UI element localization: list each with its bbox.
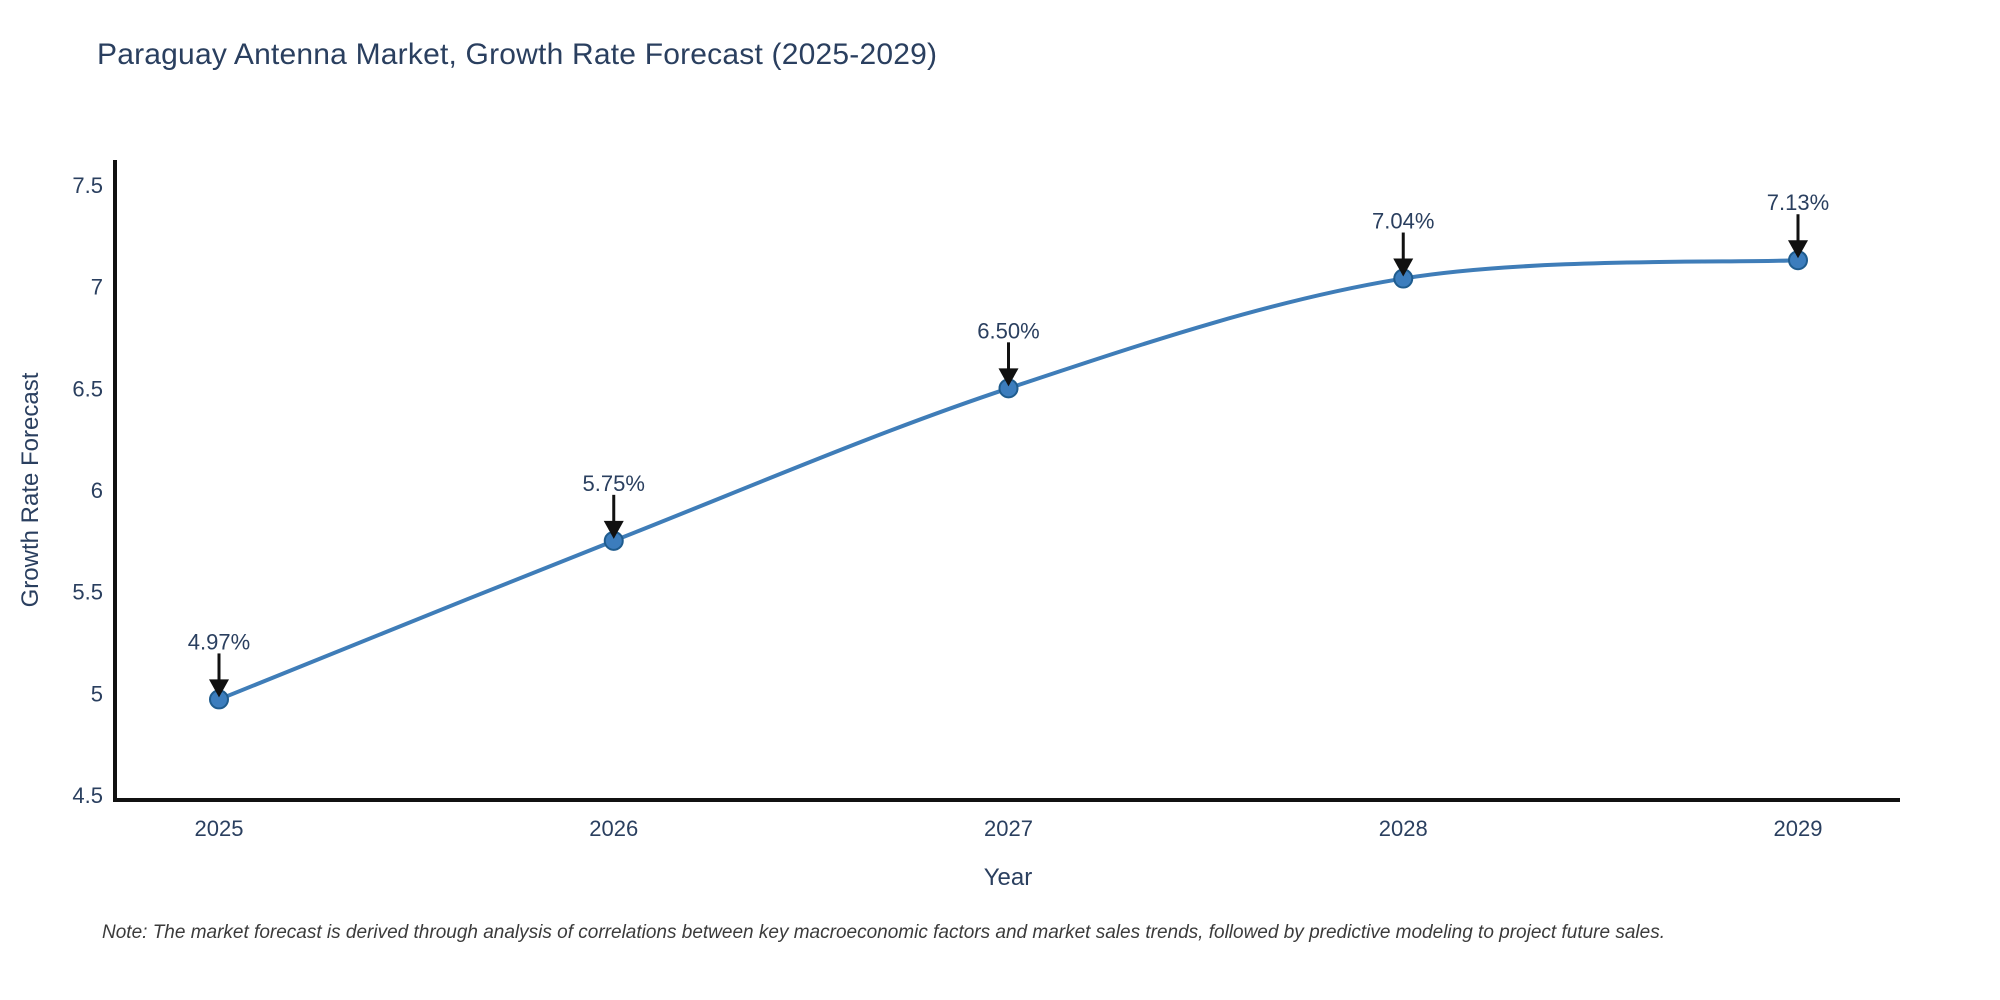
- y-tick-label: 7: [91, 275, 103, 300]
- y-tick-label: 5.5: [72, 580, 103, 605]
- data-point-label: 5.75%: [583, 471, 645, 496]
- chart-title: Paraguay Antenna Market, Growth Rate For…: [97, 38, 938, 71]
- chart-footnote: Note: The market forecast is derived thr…: [102, 922, 1665, 943]
- annotation-arrowhead: [209, 679, 229, 698]
- y-tick-label: 4.5: [72, 783, 103, 808]
- annotation-arrowhead: [998, 368, 1019, 387]
- data-point-label: 7.13%: [1767, 190, 1829, 215]
- annotation-arrowhead: [1393, 258, 1414, 277]
- y-tick-label: 7.5: [72, 173, 103, 198]
- annotation-arrowhead: [1788, 240, 1808, 259]
- x-tick-label: 2029: [1774, 816, 1823, 841]
- data-point-label: 7.04%: [1372, 209, 1434, 234]
- y-tick-label: 6.5: [72, 376, 103, 401]
- x-tick-label: 2025: [195, 816, 244, 841]
- x-tick-label: 2026: [589, 816, 638, 841]
- data-point-label: 6.50%: [977, 318, 1039, 343]
- x-tick-label: 2027: [984, 816, 1033, 841]
- data-point-label: 4.97%: [188, 629, 250, 654]
- x-axis-title: Year: [984, 864, 1033, 891]
- y-tick-label: 6: [91, 478, 103, 503]
- annotation-arrowhead: [603, 520, 624, 539]
- y-axis-title: Growth Rate Forecast: [17, 372, 44, 607]
- plot-area: 4.5 5 5.5 6 6.5 7 7.5 2025 2026 2027 2028 2029 4.97%…: [72, 160, 1900, 841]
- x-tick-label: 2028: [1379, 816, 1428, 841]
- y-tick-label: 5: [91, 681, 103, 706]
